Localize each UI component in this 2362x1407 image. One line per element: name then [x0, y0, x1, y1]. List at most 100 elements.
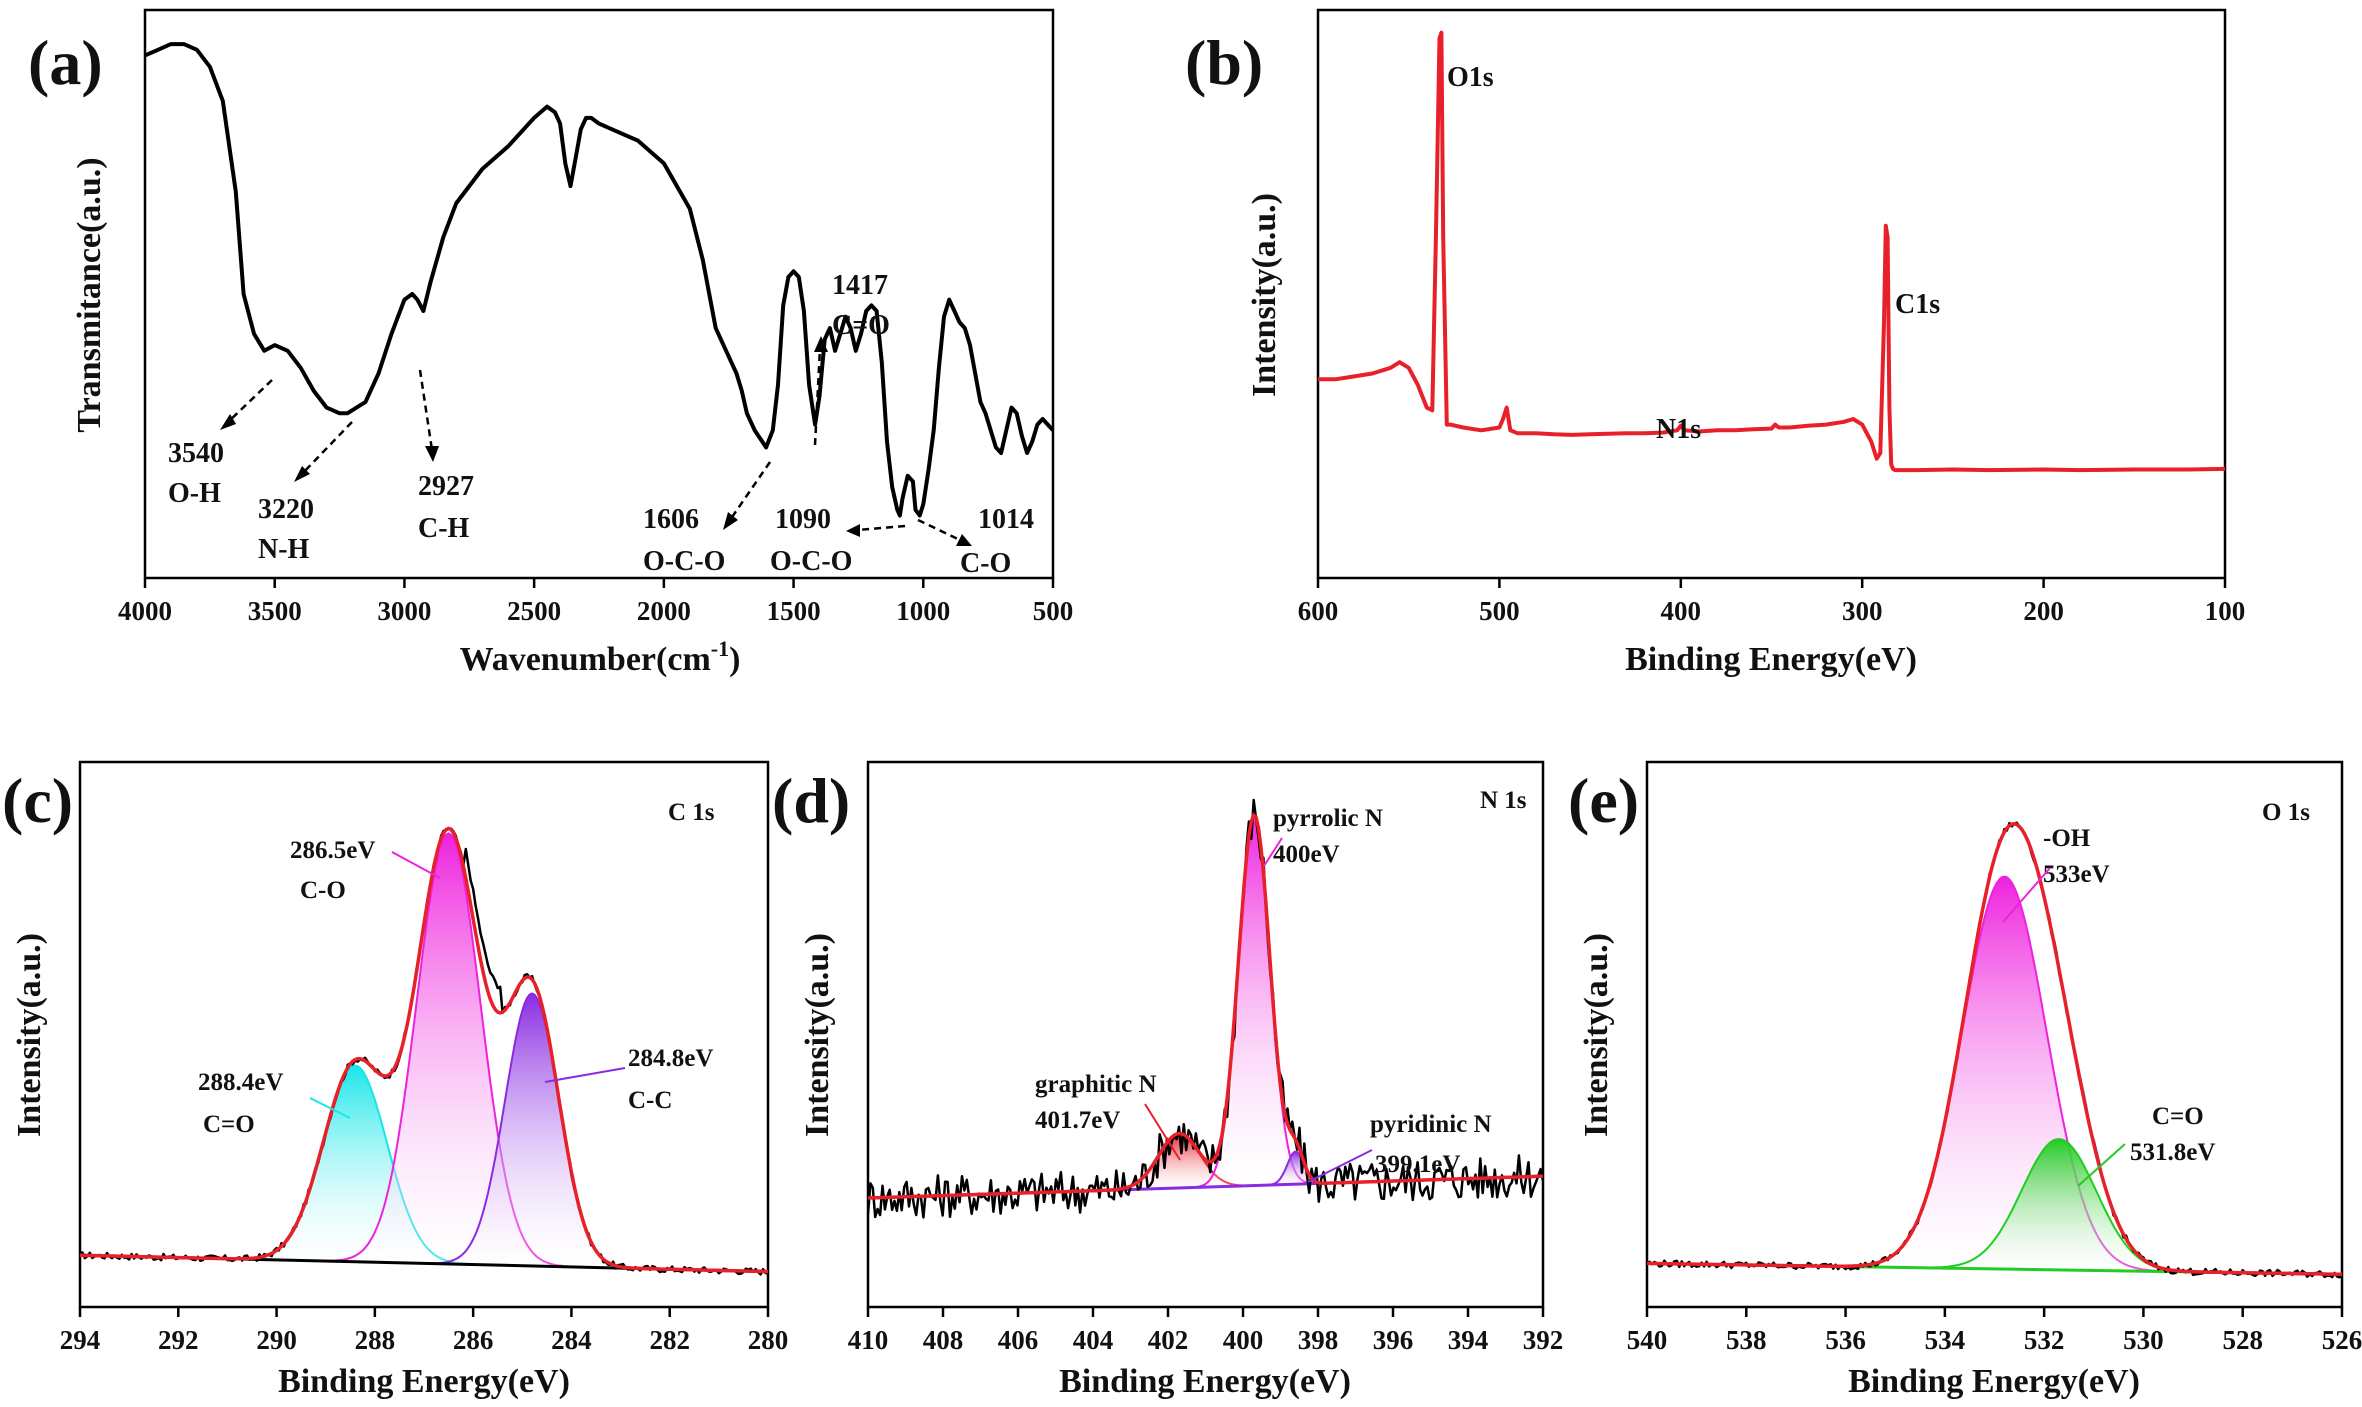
annotation-3220-arrow — [299, 421, 353, 477]
annotation-c-c-leader — [544, 1067, 626, 1083]
annotation-2927-arrowhead — [425, 446, 439, 462]
x-axis-title-a: Wavenumber(cm-1) — [460, 636, 741, 678]
annotation-1417-wavenumber: 1417 — [832, 270, 888, 301]
annotation-1090-bond: O-C-O — [770, 546, 852, 577]
x-tick-label: 394 — [1448, 1325, 1489, 1355]
panel-a-ftir: (a) 4000 3500 3000 2500 2000 1500 1000 500 Wave… — [28, 8, 1074, 678]
panel-b-xps-survey: (b) 600 500 400 300 200 100 Binding Energy(eV… — [1185, 8, 2245, 678]
annotation-1014: 1014 C-O — [917, 504, 1034, 579]
peak-label-c1s: C1s — [1895, 289, 1940, 320]
annotation-pyridinic-leader — [1307, 1149, 1373, 1183]
annotation-1014-arrowhead — [956, 534, 972, 546]
x-tick-label: 294 — [60, 1325, 101, 1355]
x-tick-label: 2500 — [507, 596, 561, 626]
annotation-eq-o-leader — [2077, 1143, 2126, 1187]
plot-area-e — [1646, 821, 2344, 1279]
x-tick-label: 532 — [2024, 1325, 2065, 1355]
x-tick-label: 538 — [1726, 1325, 1767, 1355]
x-tick-label: 1000 — [896, 596, 950, 626]
x-tick-label: 404 — [1073, 1325, 1114, 1355]
x-ticks-e: 540 538 536 534 532 530 528 526 — [1627, 1307, 2362, 1355]
x-tick-label: 392 — [1523, 1325, 1564, 1355]
peak-label-o1s: O1s — [1447, 62, 1494, 93]
x-tick-label: 500 — [1033, 596, 1074, 626]
annotation-3220-bond: N-H — [258, 534, 310, 565]
x-tick-label: 280 — [748, 1325, 789, 1355]
panel-e-o1s: (e) 540 538 536 534 532 530 528 526 O 1s Bindin… — [1568, 760, 2362, 1400]
annotation-1014-bond: C-O — [960, 548, 1011, 579]
y-axis-title-e: Intensity(a.u.) — [1578, 933, 1615, 1137]
annotation-oh-leader — [2002, 867, 2051, 923]
plot-frame-e — [1645, 760, 2344, 1309]
annotation-1417-arrowhead — [814, 336, 828, 352]
x-tick-label: 408 — [923, 1325, 964, 1355]
x-tick-label: 200 — [2023, 596, 2064, 626]
annotation-pyrrolic-leader — [1263, 837, 1283, 867]
peak-label-n1s: N1s — [1656, 414, 1701, 445]
component-fill-d-2 — [1263, 1151, 1329, 1186]
component-fill-c-2 — [424, 993, 641, 1269]
component-fill-d-1 — [1193, 815, 1317, 1188]
annotation-1090: 1090 O-C-O — [770, 504, 906, 577]
x-ticks-d: 410 408 406 404 402 400 398 396 394 392 — [848, 1307, 1564, 1355]
x-tick-label: 410 — [848, 1325, 889, 1355]
panel-letter-c: (c) — [2, 765, 73, 836]
annotation-1606-arrow — [728, 461, 772, 521]
component-fill-c-1 — [323, 833, 574, 1267]
annotation-1606-wavenumber: 1606 — [643, 504, 699, 535]
x-tick-label: 528 — [2222, 1325, 2263, 1355]
annotation-3220-arrowhead — [294, 466, 310, 482]
series-line-b-0 — [1318, 30, 2226, 473]
x-tick-label: 536 — [1825, 1325, 1866, 1355]
x-tick-label: 500 — [1479, 596, 1520, 626]
annotation-oh-name: -OH — [2043, 825, 2091, 852]
annotation-3540-wavenumber: 3540 — [168, 438, 224, 469]
annotation-3540: 3540 O-H — [168, 379, 273, 509]
plot-area-d — [866, 798, 1545, 1219]
x-tick-label: 290 — [256, 1325, 297, 1355]
annotation-1090-arrowhead — [846, 524, 860, 537]
x-tick-label: 526 — [2322, 1325, 2362, 1355]
x-tick-label: 2000 — [637, 596, 691, 626]
x-tick-label: 3000 — [377, 596, 431, 626]
annotation-3540-arrow — [225, 379, 273, 425]
x-tick-label: 530 — [2123, 1325, 2164, 1355]
x-axis-title-c: Binding Energy(eV) — [278, 1363, 570, 1400]
x-tick-label: 534 — [1925, 1325, 1966, 1355]
annotation-oh-energy: 533eV — [2043, 861, 2110, 888]
annotation-1606-arrowhead — [723, 512, 738, 530]
plot-area-c — [79, 826, 769, 1276]
panel-d-n1s: (d) 410 408 406 404 402 400 398 396 394 392 N 1s … — [772, 760, 1564, 1400]
annotation-graphitic-energy: 401.7eV — [1035, 1107, 1120, 1134]
x-tick-label: 284 — [551, 1325, 592, 1355]
x-tick-label: 406 — [998, 1325, 1039, 1355]
annotation-1014-wavenumber: 1014 — [978, 504, 1034, 535]
x-tick-label: 1500 — [767, 596, 821, 626]
x-ticks-b: 600 500 400 300 200 100 — [1298, 578, 2245, 626]
panel-title-e: O 1s — [2262, 799, 2310, 826]
annotation-pyrrolic-energy: 400eV — [1273, 841, 1340, 868]
annotation-2927: 2927 C-H — [418, 369, 474, 544]
plot-frame-a — [143, 8, 1055, 580]
x-tick-label: 282 — [649, 1325, 690, 1355]
x-tick-label: 3500 — [248, 596, 302, 626]
plot-frame-b — [1316, 8, 2227, 580]
x-axis-title-e: Binding Energy(eV) — [1848, 1363, 2140, 1400]
annotation-eq-o-energy: 531.8eV — [2130, 1139, 2215, 1166]
plot-area-a — [144, 42, 1055, 518]
annotation-3220: 3220 N-H — [258, 421, 353, 565]
panel-letter-b: (b) — [1185, 27, 1263, 98]
annotation-3540-arrowhead — [220, 414, 236, 430]
panel-c-c1s: (c) 294 292 290 288 286 284 282 280 C 1s Bindin… — [2, 760, 789, 1400]
x-tick-label: 286 — [453, 1325, 494, 1355]
panel-title-c: C 1s — [668, 799, 715, 826]
annotation-pyridinic-energy: 399.1eV — [1375, 1151, 1460, 1178]
annotation-1014-arrow — [917, 518, 961, 542]
component-fill-d-0 — [1097, 1133, 1261, 1191]
annotation-graphitic-leader — [1144, 1103, 1181, 1161]
annotation-c-c-energy: 284.8eV — [628, 1045, 713, 1072]
annotation-1090-arrow — [857, 524, 906, 532]
y-axis-title-a: Transmitance(a.u.) — [71, 157, 108, 432]
plot-frame-c — [78, 760, 770, 1309]
